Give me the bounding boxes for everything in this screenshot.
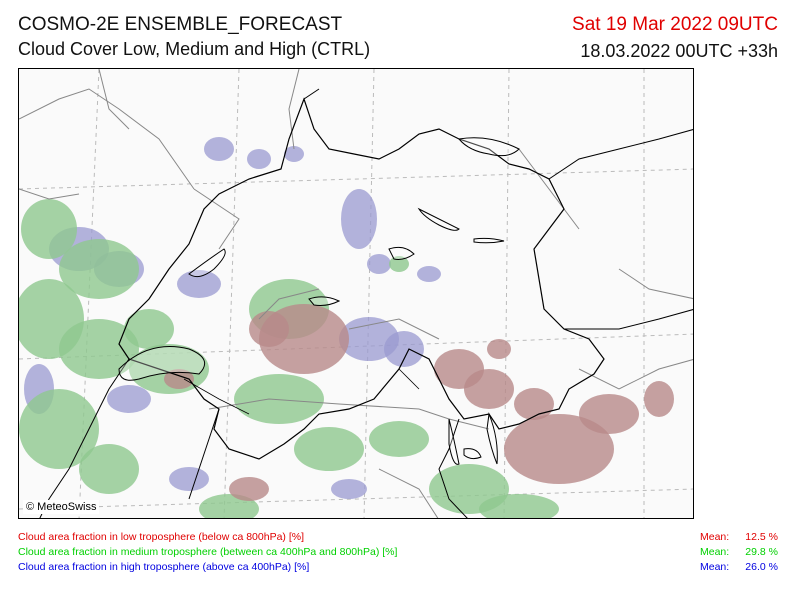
lakes: [118, 137, 520, 465]
lake-lucerne: [388, 246, 415, 260]
swiss-border: [118, 97, 605, 460]
low-cloud-layer: [164, 304, 674, 501]
lake-constance: [458, 137, 520, 157]
lake-thun: [308, 296, 341, 306]
legend-high-mean-label: Mean:: [700, 561, 730, 573]
forecast-title: COSMO-2E ENSEMBLE_FORECAST: [18, 14, 343, 35]
legend-medium-label: Cloud area fraction in medium tropospher…: [18, 546, 398, 558]
run-time: 18.03.2022 00UTC +33h: [580, 41, 778, 61]
cloud-cover-map: © MeteoSwiss: [18, 68, 694, 519]
legend-low-mean-label: Mean:: [700, 531, 730, 543]
legend-low-mean-value: 12.5 %: [745, 531, 778, 543]
legend-high-mean-value: 26.0 %: [745, 561, 778, 573]
lake-zurich: [417, 207, 460, 231]
copyright-label: © MeteoSwiss: [23, 500, 100, 514]
forecast-subtitle: Cloud Cover Low, Medium and High (CTRL): [18, 39, 371, 59]
legend-medium-mean-label: Mean:: [700, 546, 730, 558]
lake-como: [486, 412, 498, 465]
legend-high-label: Cloud area fraction in high troposphere …: [18, 561, 310, 573]
legend-medium-mean-value: 29.8 %: [745, 546, 778, 558]
lake-maggiore: [448, 418, 460, 465]
rivers: [183, 368, 420, 415]
lake-geneva: [118, 346, 206, 381]
lake-neuchatel: [188, 248, 226, 278]
medium-cloud-layer: [19, 199, 559, 518]
valid-time: Sat 19 Mar 2022 09UTC: [572, 14, 778, 35]
lake-walensee: [473, 237, 505, 244]
map-canvas: [19, 69, 693, 518]
lake-lugano: [463, 448, 482, 460]
legend-low-label: Cloud area fraction in low troposphere (…: [18, 531, 304, 543]
